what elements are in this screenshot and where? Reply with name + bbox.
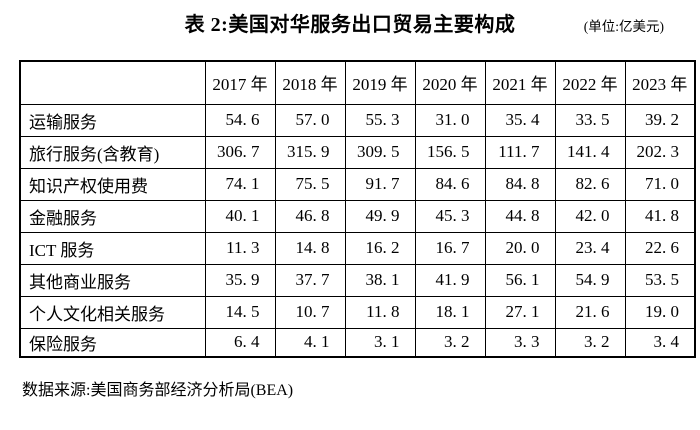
value-cell: 3. 2 xyxy=(554,327,626,358)
value-cell: 55. 3 xyxy=(344,103,416,137)
value-cell: 14. 8 xyxy=(274,231,346,265)
year-header: 2017 年 xyxy=(204,60,276,105)
table-row: 其他商业服务 35. 9 37. 7 38. 1 41. 9 56. 1 54. 9 53. … xyxy=(19,263,696,297)
value-cell: 44. 8 xyxy=(484,199,556,233)
value-cell: 71. 0 xyxy=(624,167,696,201)
year-header: 2019 年 xyxy=(344,60,416,105)
value-cell: 42. 0 xyxy=(554,199,626,233)
row-label: 旅行服务(含教育) xyxy=(19,135,206,169)
value-cell: 202. 3 xyxy=(624,135,696,169)
value-cell: 54. 9 xyxy=(554,263,626,297)
value-cell: 21. 6 xyxy=(554,295,626,329)
value-cell: 11. 8 xyxy=(344,295,416,329)
value-cell: 84. 8 xyxy=(484,167,556,201)
value-cell: 18. 1 xyxy=(414,295,486,329)
value-cell: 19. 0 xyxy=(624,295,696,329)
value-cell: 20. 0 xyxy=(484,231,556,265)
value-cell: 23. 4 xyxy=(554,231,626,265)
row-label: 其他商业服务 xyxy=(19,263,206,297)
value-cell: 16. 7 xyxy=(414,231,486,265)
corner-cell xyxy=(19,60,206,105)
value-cell: 11. 3 xyxy=(204,231,276,265)
unit-note: (单位:亿美元) xyxy=(583,19,664,34)
value-cell: 49. 9 xyxy=(344,199,416,233)
value-cell: 3. 3 xyxy=(484,327,556,358)
year-header: 2020 年 xyxy=(414,60,486,105)
value-cell: 315. 9 xyxy=(274,135,346,169)
value-cell: 309. 5 xyxy=(344,135,416,169)
value-cell: 33. 5 xyxy=(554,103,626,137)
value-cell: 56. 1 xyxy=(484,263,556,297)
value-cell: 27. 1 xyxy=(484,295,556,329)
table-row: 个人文化相关服务 14. 5 10. 7 11. 8 18. 1 27. 1 21. 6 19… xyxy=(19,295,696,329)
value-cell: 16. 2 xyxy=(344,231,416,265)
value-cell: 82. 6 xyxy=(554,167,626,201)
year-header: 2023 年 xyxy=(624,60,696,105)
value-cell: 54. 6 xyxy=(204,103,276,137)
value-cell: 57. 0 xyxy=(274,103,346,137)
value-cell: 31. 0 xyxy=(414,103,486,137)
row-label: 运输服务 xyxy=(19,103,206,137)
value-cell: 84. 6 xyxy=(414,167,486,201)
value-cell: 53. 5 xyxy=(624,263,696,297)
value-cell: 74. 1 xyxy=(204,167,276,201)
value-cell: 91. 7 xyxy=(344,167,416,201)
value-cell: 3. 2 xyxy=(414,327,486,358)
value-cell: 38. 1 xyxy=(344,263,416,297)
year-header: 2021 年 xyxy=(484,60,556,105)
row-label: 知识产权使用费 xyxy=(19,167,206,201)
services-export-table: 2017 年 2018 年 2019 年 2020 年 2021 年 2022 年 2023… xyxy=(19,60,696,358)
table-row: ICT 服务 11. 3 14. 8 16. 2 16. 7 20. 0 23. 4 22. … xyxy=(19,231,696,265)
value-cell: 6. 4 xyxy=(204,327,276,358)
header-row: 2017 年 2018 年 2019 年 2020 年 2021 年 2022 年 2023… xyxy=(19,60,696,105)
value-cell: 10. 7 xyxy=(274,295,346,329)
value-cell: 39. 2 xyxy=(624,103,696,137)
value-cell: 4. 1 xyxy=(274,327,346,358)
source-note: 数据来源:美国商务部经济分析局(BEA) xyxy=(22,382,294,399)
table-title: 表 2:美国对华服务出口贸易主要构成 xyxy=(184,14,516,36)
table-row: 知识产权使用费 74. 1 75. 5 91. 7 84. 6 84. 8 82. 6 71.… xyxy=(19,167,696,201)
value-cell: 46. 8 xyxy=(274,199,346,233)
table-row: 运输服务 54. 6 57. 0 55. 3 31. 0 35. 4 33. 5 39. 2 xyxy=(19,103,696,137)
year-header: 2022 年 xyxy=(554,60,626,105)
value-cell: 45. 3 xyxy=(414,199,486,233)
value-cell: 14. 5 xyxy=(204,295,276,329)
value-cell: 3. 4 xyxy=(624,327,696,358)
value-cell: 141. 4 xyxy=(554,135,626,169)
value-cell: 37. 7 xyxy=(274,263,346,297)
row-label: 个人文化相关服务 xyxy=(19,295,206,329)
value-cell: 41. 8 xyxy=(624,199,696,233)
value-cell: 75. 5 xyxy=(274,167,346,201)
value-cell: 3. 1 xyxy=(344,327,416,358)
value-cell: 156. 5 xyxy=(414,135,486,169)
value-cell: 22. 6 xyxy=(624,231,696,265)
value-cell: 306. 7 xyxy=(204,135,276,169)
value-cell: 41. 9 xyxy=(414,263,486,297)
title-row: 表 2:美国对华服务出口贸易主要构成 (单位:亿美元) xyxy=(0,11,700,41)
value-cell: 40. 1 xyxy=(204,199,276,233)
year-header: 2018 年 xyxy=(274,60,346,105)
table-row: 保险服务 6. 4 4. 1 3. 1 3. 2 3. 3 3. 2 3. 4 xyxy=(19,327,696,358)
row-label: ICT 服务 xyxy=(19,231,206,265)
row-label: 金融服务 xyxy=(19,199,206,233)
value-cell: 35. 4 xyxy=(484,103,556,137)
row-label: 保险服务 xyxy=(19,327,206,358)
table-row: 金融服务 40. 1 46. 8 49. 9 45. 3 44. 8 42. 0 41. 8 xyxy=(19,199,696,233)
value-cell: 35. 9 xyxy=(204,263,276,297)
value-cell: 111. 7 xyxy=(484,135,556,169)
